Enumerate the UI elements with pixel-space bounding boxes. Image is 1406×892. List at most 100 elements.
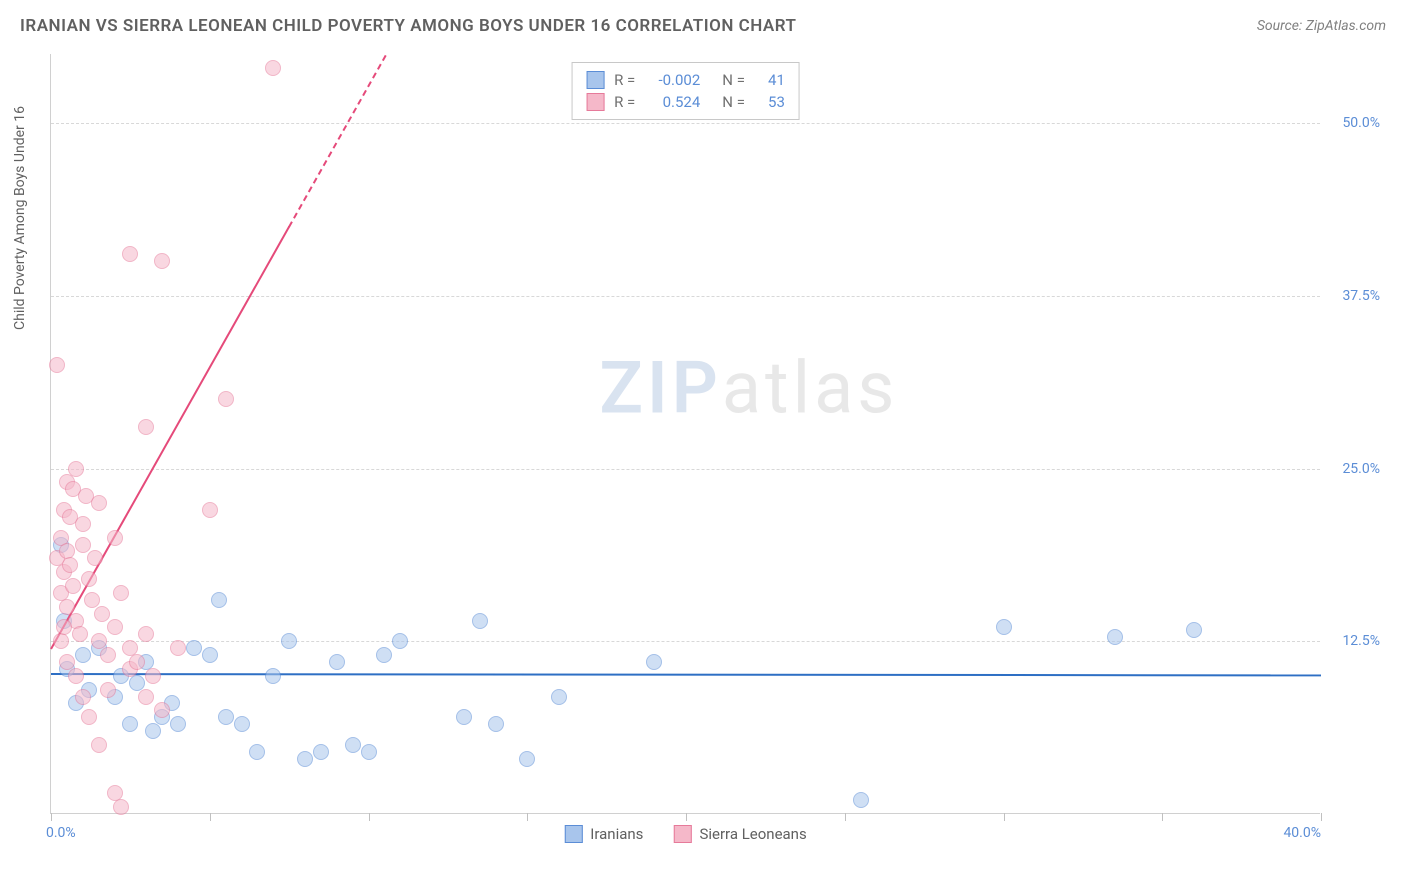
source-prefix: Source: (1257, 18, 1306, 34)
gridline-h (51, 641, 1320, 642)
legend-item: Iranians (564, 825, 643, 843)
watermark-zip: ZIP (599, 345, 721, 430)
data-point (361, 744, 377, 760)
data-point (313, 744, 329, 760)
data-point (234, 716, 250, 732)
bottom-legend: Iranians Sierra Leoneans (564, 825, 806, 843)
data-point (65, 578, 81, 594)
data-point (249, 744, 265, 760)
data-point (49, 357, 65, 373)
x-tick (210, 813, 211, 821)
data-point (53, 633, 69, 649)
stats-legend-box: R =-0.002N =41R =0.524N =53 (571, 62, 800, 120)
x-tick (369, 813, 370, 821)
x-tick-label: 40.0% (1283, 825, 1321, 841)
data-point (202, 647, 218, 663)
stat-n-label: N = (722, 93, 745, 111)
data-point (75, 647, 91, 663)
watermark: ZIPatlas (599, 345, 898, 430)
data-point (996, 619, 1012, 635)
data-point (456, 709, 472, 725)
data-point (202, 502, 218, 518)
chart-title: IRANIAN VS SIERRA LEONEAN CHILD POVERTY … (20, 16, 796, 36)
stats-row: R =-0.002N =41 (586, 69, 785, 91)
data-point (72, 626, 88, 642)
data-point (551, 689, 567, 705)
data-point (218, 709, 234, 725)
data-point (211, 592, 227, 608)
data-point (100, 647, 116, 663)
source-name: ZipAtlas.com (1306, 18, 1386, 34)
legend-swatch (586, 93, 604, 111)
data-point (145, 668, 161, 684)
x-tick (845, 813, 846, 821)
y-tick-label: 50.0% (1342, 115, 1380, 131)
y-axis-label: Child Poverty Among Boys Under 16 (12, 106, 28, 330)
y-tick-label: 25.0% (1342, 461, 1380, 477)
data-point (113, 585, 129, 601)
data-point (329, 654, 345, 670)
data-point (91, 495, 107, 511)
data-point (122, 716, 138, 732)
data-point (345, 737, 361, 753)
trendline-dashed (288, 55, 387, 228)
data-point (170, 716, 186, 732)
legend-swatch (564, 825, 582, 843)
gridline-h (51, 123, 1320, 124)
data-point (488, 716, 504, 732)
data-point (138, 419, 154, 435)
data-point (154, 253, 170, 269)
data-point (75, 516, 91, 532)
stat-r-label: R = (614, 93, 635, 111)
x-tick (51, 813, 52, 821)
data-point (56, 619, 72, 635)
y-tick-label: 12.5% (1342, 633, 1380, 649)
data-point (138, 689, 154, 705)
data-point (145, 723, 161, 739)
data-point (91, 737, 107, 753)
data-point (170, 640, 186, 656)
x-tick (686, 813, 687, 821)
data-point (519, 751, 535, 767)
legend-label: Sierra Leoneans (699, 825, 806, 843)
data-point (218, 391, 234, 407)
stat-r-value: -0.002 (645, 71, 700, 89)
data-point (297, 751, 313, 767)
data-point (186, 640, 202, 656)
plot-area: ZIPatlas R =-0.002N =41R =0.524N =53 Ira… (50, 54, 1320, 814)
data-point (1186, 622, 1202, 638)
stat-n-label: N = (722, 71, 745, 89)
legend-swatch (586, 71, 604, 89)
chart-container: Child Poverty Among Boys Under 16 ZIPatl… (50, 54, 1386, 814)
data-point (62, 557, 78, 573)
watermark-atlas: atlas (722, 345, 899, 430)
data-point (154, 702, 170, 718)
data-point (646, 654, 662, 670)
data-point (853, 792, 869, 808)
data-point (265, 60, 281, 76)
stat-n-value: 53 (755, 93, 785, 111)
data-point (100, 682, 116, 698)
chart-header: IRANIAN VS SIERRA LEONEAN CHILD POVERTY … (0, 0, 1406, 44)
legend-label: Iranians (590, 825, 643, 843)
data-point (281, 633, 297, 649)
data-point (472, 613, 488, 629)
data-point (75, 689, 91, 705)
x-tick (1162, 813, 1163, 821)
legend-item: Sierra Leoneans (673, 825, 806, 843)
data-point (81, 571, 97, 587)
x-tick-label: 0.0% (46, 825, 76, 841)
data-point (122, 246, 138, 262)
gridline-h (51, 296, 1320, 297)
data-point (113, 799, 129, 815)
source-attribution: Source: ZipAtlas.com (1257, 18, 1386, 34)
data-point (87, 550, 103, 566)
data-point (392, 633, 408, 649)
x-tick (527, 813, 528, 821)
data-point (107, 619, 123, 635)
data-point (107, 530, 123, 546)
trendline (51, 673, 1321, 676)
x-tick (1321, 813, 1322, 821)
data-point (68, 668, 84, 684)
data-point (94, 606, 110, 622)
